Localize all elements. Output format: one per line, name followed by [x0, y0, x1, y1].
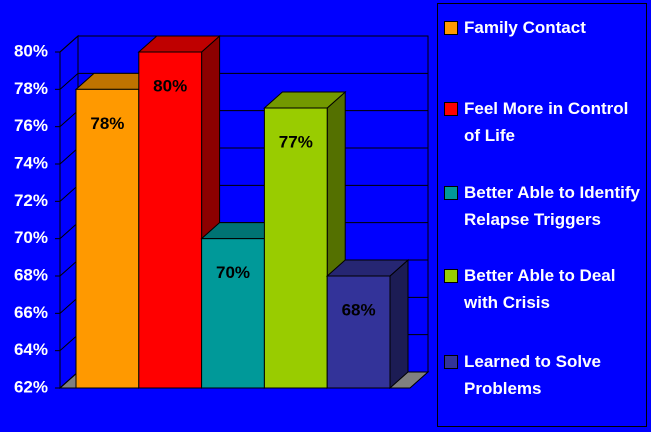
legend-entry: Better Able to Deal with Crisis	[444, 262, 640, 316]
y-tick-label: 76%	[14, 116, 48, 135]
legend-label: Better Able to Deal with Crisis	[464, 266, 616, 312]
y-tick-label: 64%	[14, 340, 48, 359]
grid-line	[59, 72, 428, 90]
data-label: 78%	[90, 114, 124, 133]
legend-entry: Feel More in Control of Life	[444, 95, 640, 149]
bar	[138, 51, 203, 389]
legend-swatch	[444, 102, 458, 116]
bar	[263, 107, 328, 389]
y-tick-label: 72%	[14, 191, 48, 210]
data-label: 70%	[216, 263, 250, 282]
grid-line	[59, 35, 428, 53]
bar	[75, 88, 140, 389]
y-tick-label: 70%	[14, 228, 48, 247]
legend-entry: Family Contact	[444, 14, 640, 41]
y-tick-label: 78%	[14, 79, 48, 98]
legend: Family Contact Feel More in Control of Li…	[437, 3, 647, 427]
bar	[326, 275, 391, 389]
data-label: 68%	[342, 300, 376, 319]
legend-swatch	[444, 355, 458, 369]
legend-swatch	[444, 186, 458, 200]
y-tick-label: 62%	[14, 377, 48, 396]
legend-label: Better Able to Identify Relapse Triggers	[464, 183, 640, 229]
legend-entry: Learned to Solve Problems	[444, 348, 640, 402]
data-label: 80%	[153, 76, 187, 95]
data-label: 77%	[279, 132, 313, 151]
legend-swatch	[444, 269, 458, 283]
legend-label: Learned to Solve Problems	[464, 352, 601, 398]
legend-label: Feel More in Control of Life	[464, 99, 629, 145]
side-wall	[59, 34, 79, 390]
y-tick-label: 68%	[14, 265, 48, 284]
bar-side	[389, 258, 409, 390]
legend-entry: Better Able to Identify Relapse Triggers	[444, 179, 640, 233]
legend-label: Family Contact	[464, 18, 586, 37]
bar	[201, 238, 265, 389]
y-tick-label: 66%	[14, 303, 48, 322]
plot: 62% 64% 66% 68% 70% 72% 74% 76% 78% 80% 78% 80% 70% 7…	[14, 34, 430, 396]
legend-swatch	[444, 21, 458, 35]
y-tick-label: 80%	[14, 41, 48, 60]
y-tick-label: 74%	[14, 153, 48, 172]
